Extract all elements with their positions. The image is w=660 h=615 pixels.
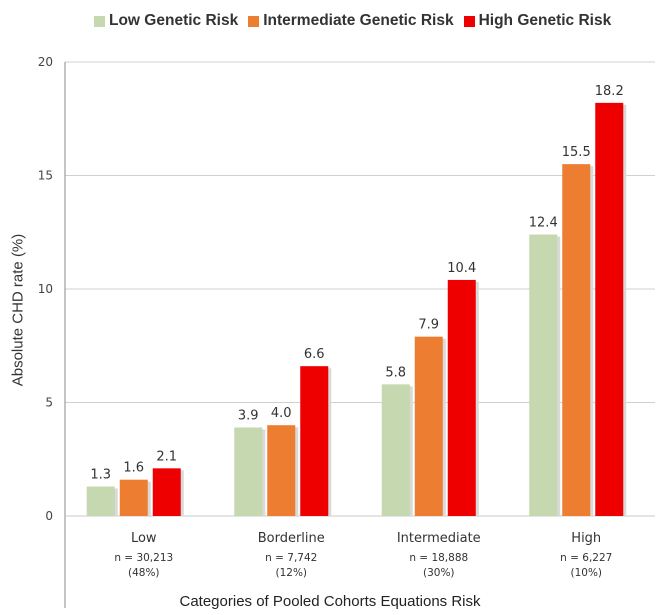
data-label-low-high: 2.1 <box>156 449 177 464</box>
category-n-high: n = 6,227 <box>560 552 613 564</box>
bar-borderline-low <box>234 427 263 516</box>
legend-item-high: High Genetic Risk <box>463 12 612 30</box>
data-label-borderline-low: 3.9 <box>238 408 259 423</box>
legend-label-high: High Genetic Risk <box>478 12 612 29</box>
bar-low-low <box>86 486 115 516</box>
category-pct-intermediate: (30%) <box>422 567 455 579</box>
legend-item-low: Low Genetic Risk <box>94 12 238 30</box>
y-tick-label-0: 0 <box>45 509 53 523</box>
bar-high-low <box>529 234 558 516</box>
bar-high-intermediate <box>562 164 591 516</box>
data-label-intermediate-intermediate: 7.9 <box>418 318 439 333</box>
category-n-intermediate: n = 18,888 <box>409 552 469 564</box>
bar-intermediate-intermediate <box>414 336 443 516</box>
category-intermediate: Intermediate n = 18,888 (30%) <box>374 531 504 581</box>
data-label-high-low: 12.4 <box>529 216 558 231</box>
category-high: High n = 6,227 (10%) <box>521 531 651 581</box>
bar-low-intermediate <box>119 479 148 516</box>
category-label-borderline: Borderline <box>257 531 325 546</box>
bar-borderline-high <box>300 366 329 516</box>
bar-intermediate-low <box>381 384 410 516</box>
y-tick-label-15: 15 <box>38 169 53 183</box>
y-tick-label-20: 20 <box>38 55 53 69</box>
data-label-high-intermediate: 15.5 <box>562 145 591 160</box>
category-pct-low: (48%) <box>127 567 160 579</box>
y-tick-label-5: 5 <box>45 396 53 410</box>
legend: Low Genetic Risk Intermediate Genetic Ri… <box>94 12 611 30</box>
data-label-low-low: 1.3 <box>90 467 111 482</box>
category-n-borderline: n = 7,742 <box>265 552 318 564</box>
legend-swatch-high <box>463 15 475 27</box>
data-label-high-high: 18.2 <box>595 84 624 99</box>
legend-swatch-low <box>94 15 105 27</box>
data-label-intermediate-low: 5.8 <box>385 365 406 380</box>
data-label-intermediate-high: 10.4 <box>447 261 476 276</box>
bar-borderline-intermediate <box>267 425 296 516</box>
data-label-low-intermediate: 1.6 <box>123 461 144 476</box>
category-label-high: High <box>571 531 602 546</box>
bar-low-high <box>152 468 181 516</box>
data-label-borderline-intermediate: 4.0 <box>271 406 292 421</box>
category-label-low: Low <box>130 531 157 546</box>
legend-label-low: Low Genetic Risk <box>109 12 239 29</box>
legend-item-intermediate: Intermediate Genetic Risk <box>248 12 454 30</box>
legend-label-intermediate: Intermediate Genetic Risk <box>263 12 454 29</box>
category-n-low: n = 30,213 <box>114 552 174 564</box>
bar-high-high <box>595 102 624 517</box>
category-low: Low n = 30,213 (48%) <box>79 531 209 581</box>
x-axis-title: Categories of Pooled Cohorts Equations R… <box>179 593 481 610</box>
y-tick-label-10: 10 <box>38 282 53 296</box>
category-pct-high: (10%) <box>570 567 603 579</box>
category-label-intermediate: Intermediate <box>396 531 481 546</box>
bar-intermediate-high <box>447 279 476 516</box>
legend-swatch-intermediate <box>248 15 260 27</box>
data-label-borderline-high: 6.6 <box>304 347 325 362</box>
category-pct-borderline: (12%) <box>275 567 308 579</box>
category-borderline: Borderline n = 7,742 (12%) <box>226 531 356 581</box>
